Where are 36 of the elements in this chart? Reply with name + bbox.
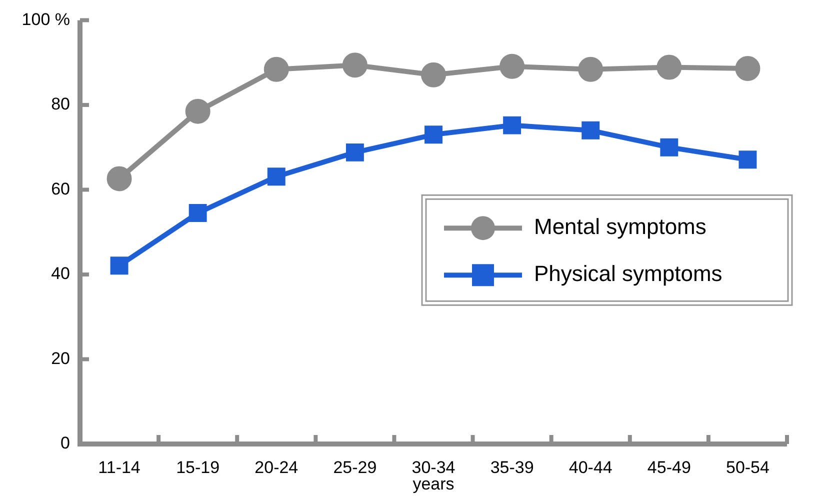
y-tick-label: 100 % xyxy=(22,10,70,29)
legend-label: Physical symptoms xyxy=(534,261,722,286)
x-tick-label: 50-54 xyxy=(726,458,770,477)
x-tick-label: 11-14 xyxy=(98,458,140,477)
x-tick-label: 40-44 xyxy=(568,458,612,477)
point xyxy=(503,116,522,134)
point xyxy=(660,138,678,156)
point xyxy=(738,150,757,169)
point xyxy=(185,98,210,124)
x-tick-label: 15-19 xyxy=(176,458,220,477)
point xyxy=(264,56,289,82)
y-tick-label: 20 xyxy=(51,348,70,368)
point xyxy=(500,54,525,79)
point xyxy=(110,256,128,275)
y-tick-label: 60 xyxy=(51,179,70,198)
point xyxy=(421,62,446,88)
y-tick-label: 0 xyxy=(60,434,70,453)
point xyxy=(106,166,132,192)
x-axis-title: years xyxy=(412,474,454,494)
point xyxy=(346,143,364,162)
x-tick-label: 25-29 xyxy=(333,458,377,477)
x-tick-label: 35-39 xyxy=(490,458,534,477)
point xyxy=(424,126,442,144)
x-tick-label: 20-24 xyxy=(254,458,298,477)
x-tick-label: 30-34 xyxy=(412,458,456,477)
point xyxy=(582,121,600,140)
y-tick-label: 40 xyxy=(51,264,70,284)
point xyxy=(578,56,604,82)
point xyxy=(656,54,682,80)
point xyxy=(735,56,760,82)
legend-label: Mental symptoms xyxy=(534,214,706,240)
y-tick-label: 80 xyxy=(51,94,70,114)
point xyxy=(188,204,207,222)
point xyxy=(267,168,286,186)
x-tick-label: 45-49 xyxy=(647,458,691,477)
point xyxy=(342,52,368,78)
